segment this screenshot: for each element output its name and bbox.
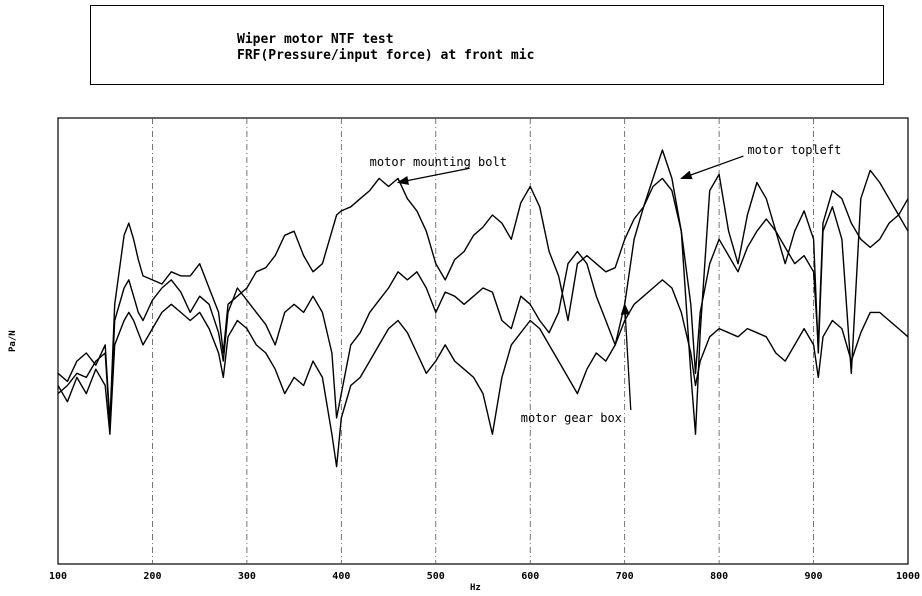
x-tick-label-600: 600 bbox=[521, 571, 539, 582]
x-tick-label-100: 100 bbox=[49, 571, 67, 582]
annotation-arrow-1 bbox=[680, 155, 744, 180]
series-line-motor-topleft bbox=[57, 177, 909, 427]
x-tick-label-700: 700 bbox=[616, 571, 634, 582]
x-tick-label-900: 900 bbox=[805, 571, 823, 582]
series-line-motor-gear-box bbox=[57, 279, 909, 468]
x-tick-label-500: 500 bbox=[427, 571, 445, 582]
chart-title-box: Wiper motor NTF test FRF(Pressure/input … bbox=[90, 5, 884, 85]
series-line-motor-mounting-bolt bbox=[57, 149, 909, 435]
x-tick-label-200: 200 bbox=[143, 571, 161, 582]
annotation-arrow-0 bbox=[396, 167, 470, 185]
series-lines bbox=[57, 149, 909, 468]
x-axis-label: Hz bbox=[470, 583, 481, 593]
annotation-label-0: motor mounting bolt bbox=[370, 155, 507, 169]
x-tick-labels: 100 200 300 400 500 600 700 800 900 1000 bbox=[49, 571, 920, 582]
y-axis-label: Pa/N bbox=[8, 330, 18, 352]
x-tick-label-1000: 1000 bbox=[896, 571, 920, 582]
chart-title-line-2: FRF(Pressure/input force) at front mic bbox=[237, 48, 535, 63]
annotation-label-1: motor topleft bbox=[747, 143, 841, 157]
chart-title-line-1: Wiper motor NTF test bbox=[237, 32, 394, 47]
plot-frame bbox=[57, 117, 909, 565]
x-tick-label-400: 400 bbox=[332, 571, 350, 582]
x-tick-label-300: 300 bbox=[238, 571, 256, 582]
annotations: motor mounting bolt motor topleft motor ge… bbox=[370, 143, 842, 425]
grid-lines bbox=[152, 118, 814, 564]
annotation-label-2: motor gear box bbox=[521, 411, 622, 425]
x-tick-label-800: 800 bbox=[710, 571, 728, 582]
annotation-arrow-2 bbox=[620, 302, 632, 411]
